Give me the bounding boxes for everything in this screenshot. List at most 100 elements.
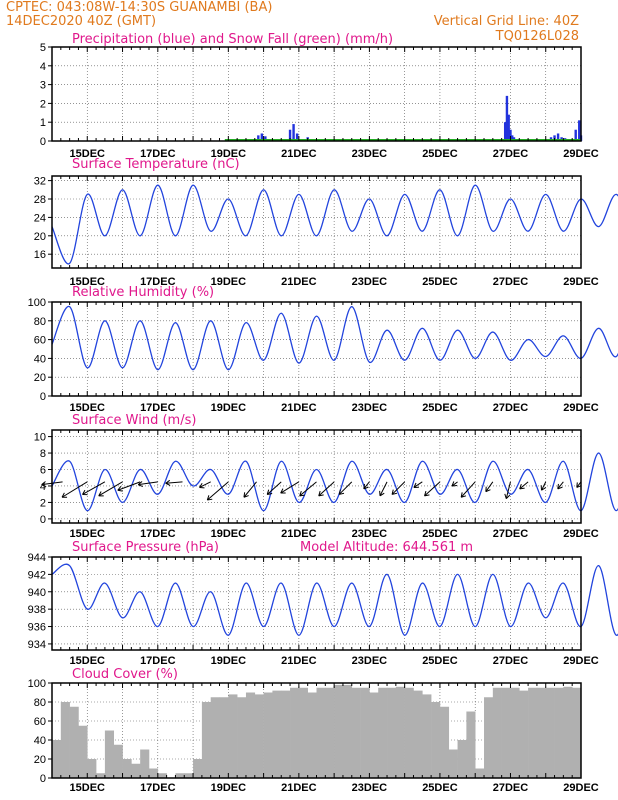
cloud-bar bbox=[378, 687, 388, 778]
x-tick-label: 21DEC bbox=[281, 402, 317, 414]
x-tick-label: 15DEC bbox=[70, 148, 106, 160]
wind-vector bbox=[557, 481, 564, 490]
x-tick-label: 27DEC bbox=[493, 782, 529, 794]
wind-vector-head bbox=[391, 489, 398, 495]
precip-bar bbox=[264, 136, 267, 141]
precip-bar bbox=[260, 133, 264, 141]
precip-bar bbox=[257, 135, 260, 141]
wind-vector bbox=[519, 481, 529, 490]
wind-vector bbox=[318, 481, 335, 497]
wind-vector bbox=[485, 481, 494, 492]
cloud-bar bbox=[351, 687, 361, 778]
y-tick-label: 2 bbox=[40, 497, 46, 509]
y-tick-label: 936 bbox=[28, 622, 46, 634]
x-tick-label: 17DEC bbox=[140, 148, 176, 160]
cloud-bar bbox=[422, 694, 432, 778]
wind-vector-head bbox=[519, 483, 525, 490]
cloud-bar bbox=[387, 687, 397, 778]
x-tick-label: 21DEC bbox=[281, 276, 317, 288]
x-tick-label: 25DEC bbox=[422, 402, 458, 414]
cloud-bar bbox=[245, 692, 256, 778]
y-tick-label: 934 bbox=[28, 639, 46, 651]
cloud-bar bbox=[528, 687, 538, 778]
wind-vector-head bbox=[299, 490, 305, 497]
precip-bar bbox=[578, 120, 581, 141]
cloud-bar bbox=[457, 740, 467, 778]
y-tick-label: 28 bbox=[34, 194, 46, 206]
panel-title: Relative Humidity (%) bbox=[72, 285, 214, 300]
y-tick-label: 5 bbox=[40, 42, 46, 54]
x-tick-label: 29DEC bbox=[563, 655, 599, 667]
y-tick-label: 2 bbox=[40, 98, 46, 110]
wind-vector-head bbox=[280, 488, 286, 494]
header-date: 14DEC2020 40Z (GMT) bbox=[6, 14, 156, 29]
x-tick-label: 15DEC bbox=[70, 782, 106, 794]
cloud-bar bbox=[334, 684, 344, 778]
cloud-bar bbox=[219, 697, 229, 778]
wind-vector-head bbox=[266, 489, 273, 495]
y-tick-label: 3 bbox=[40, 80, 46, 92]
wind-vector-head bbox=[61, 492, 68, 498]
y-tick-label: 4 bbox=[40, 481, 46, 493]
cloud-bar bbox=[78, 725, 88, 778]
y-tick-label: 1 bbox=[40, 117, 46, 129]
panel-1: 0 1 2 3 4 5 15DEC 17DEC 19DEC 21DEC 23DEC 25DEC 27DE… bbox=[40, 32, 599, 160]
wind-vector-head bbox=[318, 490, 324, 497]
precip-bar bbox=[288, 129, 292, 141]
cloud-bar bbox=[140, 749, 150, 778]
panel-title: Surface Temperature (nC) bbox=[72, 157, 240, 172]
x-tick-label: 19DEC bbox=[211, 782, 247, 794]
wind-vector-head bbox=[98, 491, 104, 497]
x-tick-label: 23DEC bbox=[352, 655, 388, 667]
wind-vector-head bbox=[117, 486, 123, 492]
wind-vector-head bbox=[424, 490, 430, 497]
series-line bbox=[51, 563, 618, 636]
x-tick-label: 15DEC bbox=[70, 655, 106, 667]
cloud-bar bbox=[475, 768, 485, 778]
cloud-bar bbox=[298, 687, 308, 778]
cloud-bar bbox=[501, 687, 511, 778]
x-tick-label: 25DEC bbox=[422, 782, 458, 794]
y-tick-label: 4 bbox=[40, 61, 46, 73]
wind-vector bbox=[505, 481, 511, 499]
cloud-bar bbox=[272, 690, 282, 778]
cloud-bar bbox=[281, 690, 291, 778]
panel-frame bbox=[51, 46, 582, 142]
cloud-bar bbox=[325, 687, 335, 778]
cloud-bar bbox=[536, 687, 547, 778]
x-tick-label: 17DEC bbox=[140, 276, 176, 288]
precip-bar bbox=[511, 135, 514, 141]
wind-vector bbox=[243, 481, 257, 498]
cloud-bar bbox=[404, 687, 414, 778]
cloud-bar bbox=[431, 702, 441, 778]
x-tick-label: 25DEC bbox=[422, 528, 458, 540]
x-tick-label: 25DEC bbox=[422, 148, 458, 160]
cloud-bar bbox=[131, 763, 141, 778]
wind-vector bbox=[117, 481, 141, 491]
x-tick-label: 17DEC bbox=[140, 402, 176, 414]
precip-bar bbox=[556, 133, 560, 141]
y-tick-label: 32 bbox=[34, 176, 46, 188]
wind-vector bbox=[299, 481, 317, 497]
wind-vector bbox=[98, 481, 123, 497]
cloud-bar bbox=[69, 706, 79, 778]
x-tick-label: 27DEC bbox=[493, 655, 529, 667]
cloud-bar bbox=[563, 686, 573, 778]
cloud-bar bbox=[96, 773, 106, 778]
x-tick-label: 27DEC bbox=[493, 148, 529, 160]
panel-4: 0 2 4 6 8 10 15DEC 17DEC 19DEC 21DEC 23DEC 25DEC 27D… bbox=[34, 413, 618, 540]
cloud-bar bbox=[545, 687, 555, 778]
cloud-bar bbox=[369, 692, 379, 778]
wind-vector bbox=[266, 481, 282, 495]
cloud-bar bbox=[413, 690, 423, 778]
precip-bar bbox=[505, 95, 509, 141]
y-tick-label: 80 bbox=[34, 697, 46, 709]
cloud-bar bbox=[210, 697, 220, 778]
wind-vector bbox=[451, 481, 458, 487]
panel-title: Precipitation (blue) and Snow Fall (gree… bbox=[72, 32, 393, 47]
panel-6: 0 20 40 60 80 100 15DEC 17DEC 19DEC 21DEC 23DEC 25D… bbox=[28, 667, 599, 794]
panel-title: Surface Pressure (hPa) bbox=[72, 540, 219, 555]
x-tick-label: 21DEC bbox=[281, 528, 317, 540]
wind-vector bbox=[280, 481, 300, 494]
